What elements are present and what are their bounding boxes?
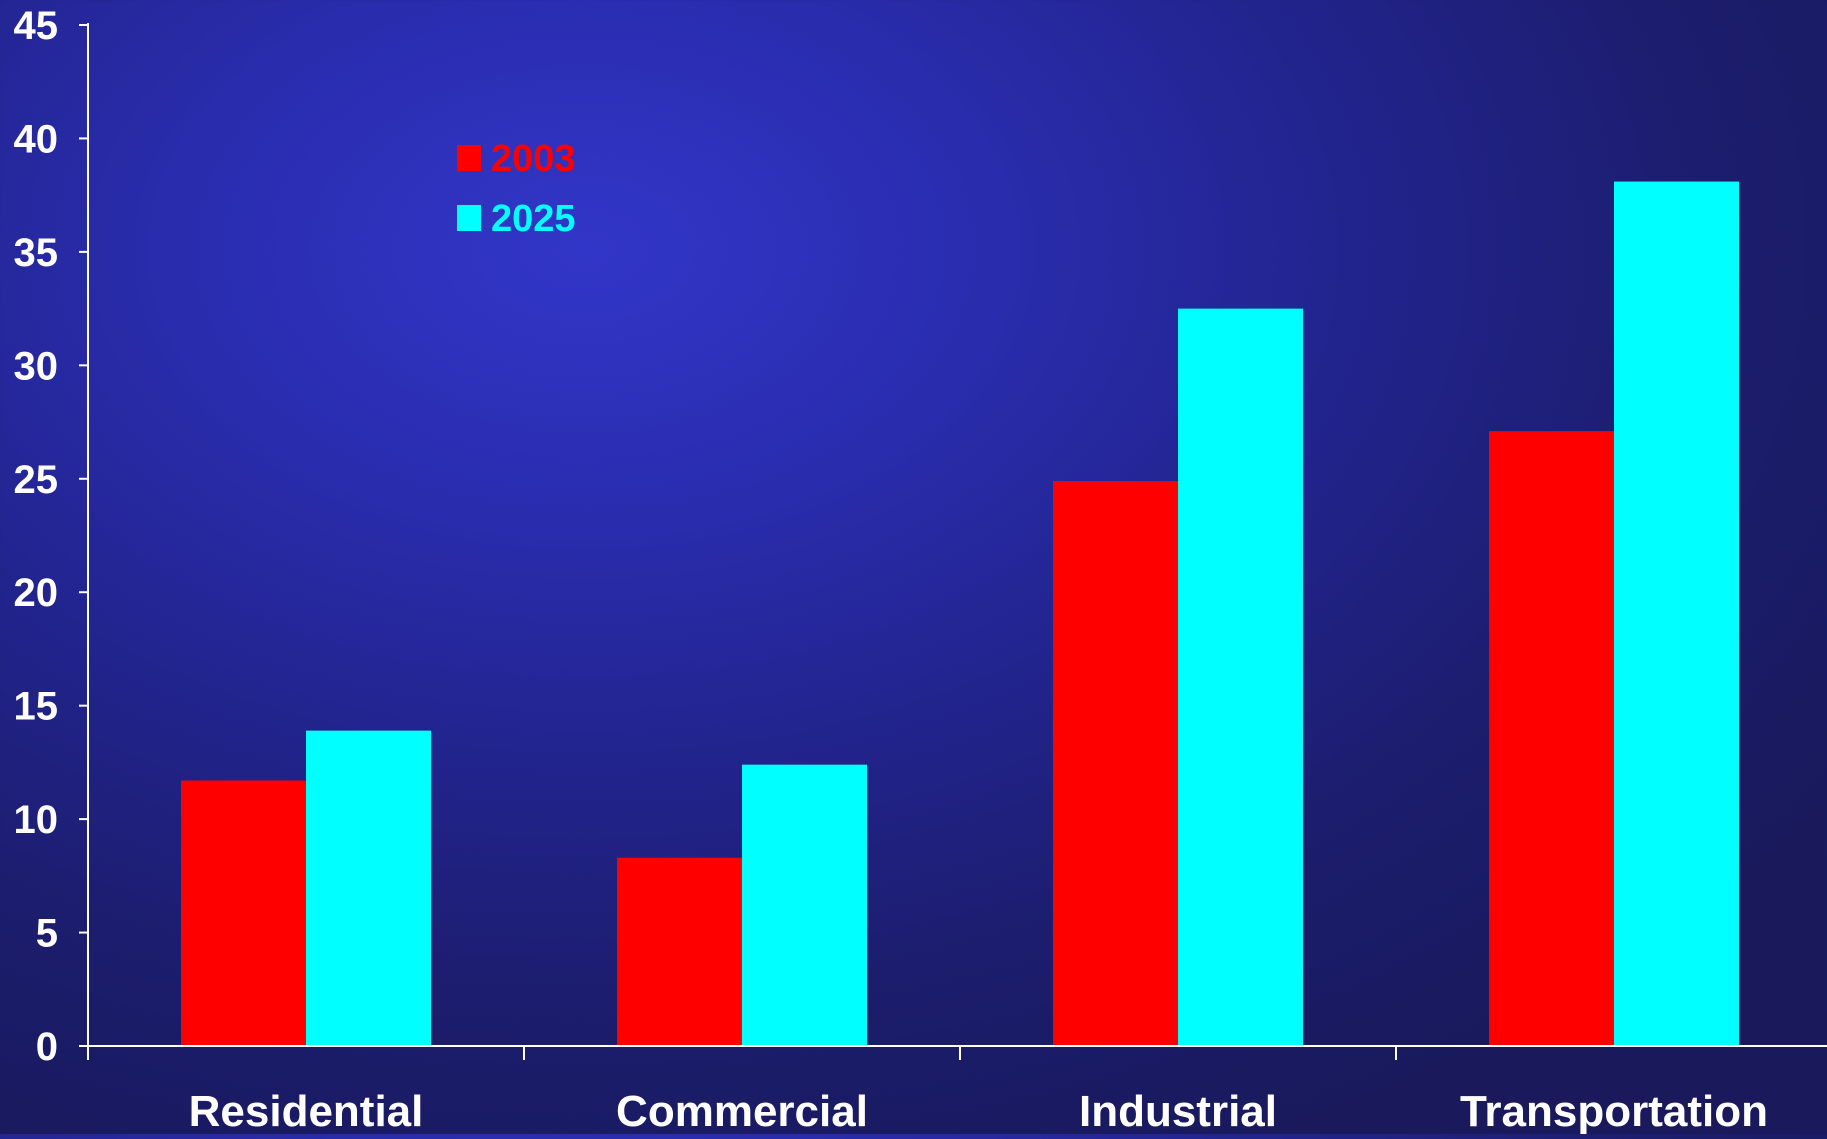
bar-2025-transportation [1614,182,1739,1046]
y-tick-label: 15 [14,685,59,729]
y-tick-label: 30 [14,344,59,388]
x-tick-label-commercial: Commercial [616,1087,868,1134]
bar-2003-residential [181,781,306,1046]
legend-label-2003: 2003 [491,138,576,180]
bar-2025-commercial [742,765,867,1046]
bar-2003-commercial [617,858,742,1046]
y-tick-label: 5 [36,912,58,956]
y-tick-label: 45 [14,4,59,48]
y-tick-label: 35 [14,231,59,275]
y-tick-label: 20 [14,571,59,615]
bar-2003-industrial [1053,481,1178,1046]
legend-label-2025: 2025 [491,198,576,240]
legend-swatch-2003 [457,145,481,171]
x-tick-label-residential: Residential [189,1087,424,1134]
legend-swatch-2025 [457,205,481,231]
bar-2003-transportation [1489,431,1614,1046]
x-tick-label-transportation: Transportation [1460,1087,1768,1134]
y-tick-label: 25 [14,458,59,502]
x-tick-label-industrial: Industrial [1079,1087,1277,1134]
legend: 2003 2025 [457,138,576,240]
bar-2025-industrial [1178,309,1303,1046]
y-tick-label: 10 [14,798,59,842]
y-tick-label: 40 [14,117,59,161]
y-tick-label: 0 [36,1025,58,1069]
bar-2025-residential [306,731,431,1046]
bars-layer [181,182,1739,1046]
